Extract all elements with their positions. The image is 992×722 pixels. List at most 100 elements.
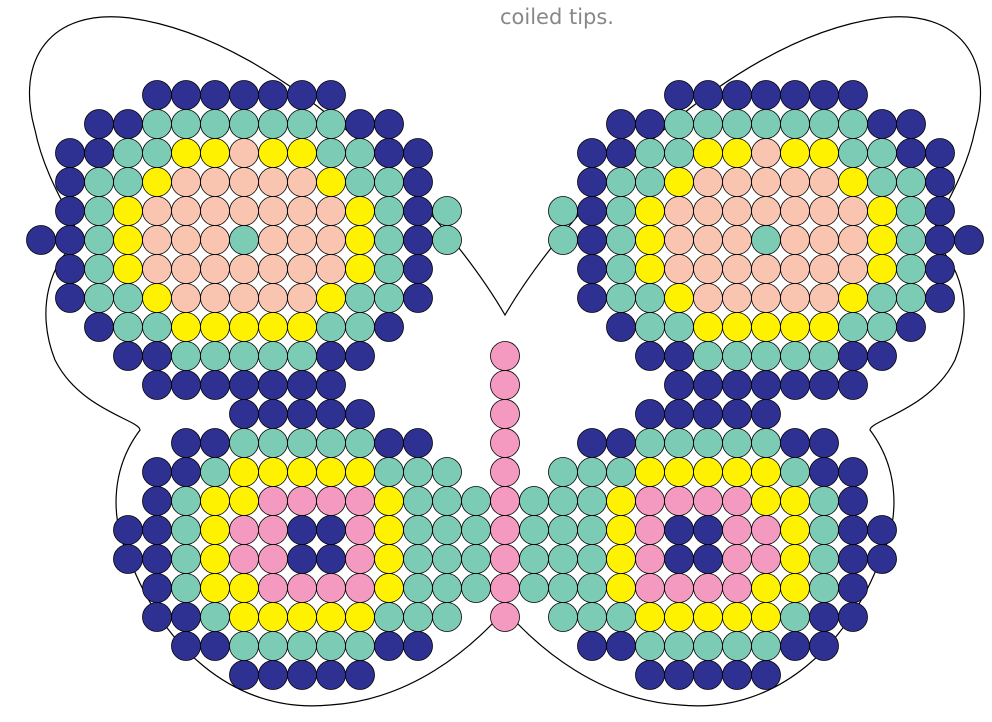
bead xyxy=(723,313,752,342)
bead xyxy=(317,661,346,690)
page: coiled tips. (() => { const data = JSON.… xyxy=(0,0,992,722)
bead xyxy=(839,516,868,545)
bead xyxy=(375,168,404,197)
bead xyxy=(781,255,810,284)
bead xyxy=(317,139,346,168)
bead xyxy=(752,429,781,458)
bead xyxy=(520,487,549,516)
bead xyxy=(607,545,636,574)
bead xyxy=(288,110,317,139)
bead xyxy=(665,487,694,516)
bead xyxy=(723,458,752,487)
bead xyxy=(607,429,636,458)
bead xyxy=(839,458,868,487)
bead xyxy=(694,110,723,139)
bead xyxy=(433,197,462,226)
bead xyxy=(694,226,723,255)
bead xyxy=(404,632,433,661)
bead xyxy=(288,487,317,516)
bead xyxy=(201,284,230,313)
bead xyxy=(926,197,955,226)
bead xyxy=(288,574,317,603)
bead xyxy=(230,284,259,313)
bead xyxy=(143,516,172,545)
bead xyxy=(781,284,810,313)
bead xyxy=(172,458,201,487)
bead xyxy=(839,313,868,342)
bead xyxy=(752,516,781,545)
bead xyxy=(346,284,375,313)
bead xyxy=(288,516,317,545)
bead xyxy=(259,574,288,603)
bead xyxy=(752,168,781,197)
bead xyxy=(375,603,404,632)
bead xyxy=(143,139,172,168)
bead xyxy=(230,661,259,690)
bead xyxy=(201,545,230,574)
bead xyxy=(723,516,752,545)
bead xyxy=(723,81,752,110)
bead xyxy=(665,545,694,574)
bead xyxy=(752,284,781,313)
bead xyxy=(201,255,230,284)
bead xyxy=(810,226,839,255)
bead xyxy=(259,458,288,487)
bead xyxy=(723,255,752,284)
bead xyxy=(578,545,607,574)
bead xyxy=(288,545,317,574)
bead xyxy=(346,255,375,284)
bead xyxy=(230,603,259,632)
bead xyxy=(433,545,462,574)
bead xyxy=(897,255,926,284)
bead xyxy=(433,516,462,545)
bead xyxy=(114,342,143,371)
bead xyxy=(288,400,317,429)
caption: coiled tips. xyxy=(500,5,614,29)
bead xyxy=(143,458,172,487)
bead xyxy=(230,197,259,226)
bead xyxy=(839,110,868,139)
bead xyxy=(346,574,375,603)
bead xyxy=(752,255,781,284)
bead xyxy=(201,168,230,197)
bead xyxy=(317,110,346,139)
bead xyxy=(955,226,984,255)
bead xyxy=(317,574,346,603)
bead xyxy=(694,284,723,313)
bead xyxy=(143,197,172,226)
bead xyxy=(723,487,752,516)
bead xyxy=(781,81,810,110)
bead xyxy=(288,371,317,400)
bead xyxy=(230,371,259,400)
bead xyxy=(346,313,375,342)
bead xyxy=(172,168,201,197)
bead xyxy=(143,574,172,603)
bead xyxy=(926,139,955,168)
bead xyxy=(114,255,143,284)
bead xyxy=(549,487,578,516)
bead xyxy=(85,255,114,284)
bead xyxy=(868,284,897,313)
bead xyxy=(810,81,839,110)
bead xyxy=(433,458,462,487)
bead xyxy=(201,81,230,110)
bead xyxy=(839,81,868,110)
bead xyxy=(868,545,897,574)
bead xyxy=(636,197,665,226)
bead xyxy=(143,342,172,371)
bead xyxy=(56,255,85,284)
bead xyxy=(259,197,288,226)
bead xyxy=(839,284,868,313)
bead xyxy=(404,226,433,255)
bead xyxy=(665,661,694,690)
bead xyxy=(607,516,636,545)
bead xyxy=(491,487,520,516)
bead xyxy=(607,284,636,313)
bead xyxy=(723,139,752,168)
bead xyxy=(201,371,230,400)
bead xyxy=(694,313,723,342)
bead xyxy=(868,516,897,545)
bead xyxy=(752,545,781,574)
bead xyxy=(636,632,665,661)
bead xyxy=(491,603,520,632)
